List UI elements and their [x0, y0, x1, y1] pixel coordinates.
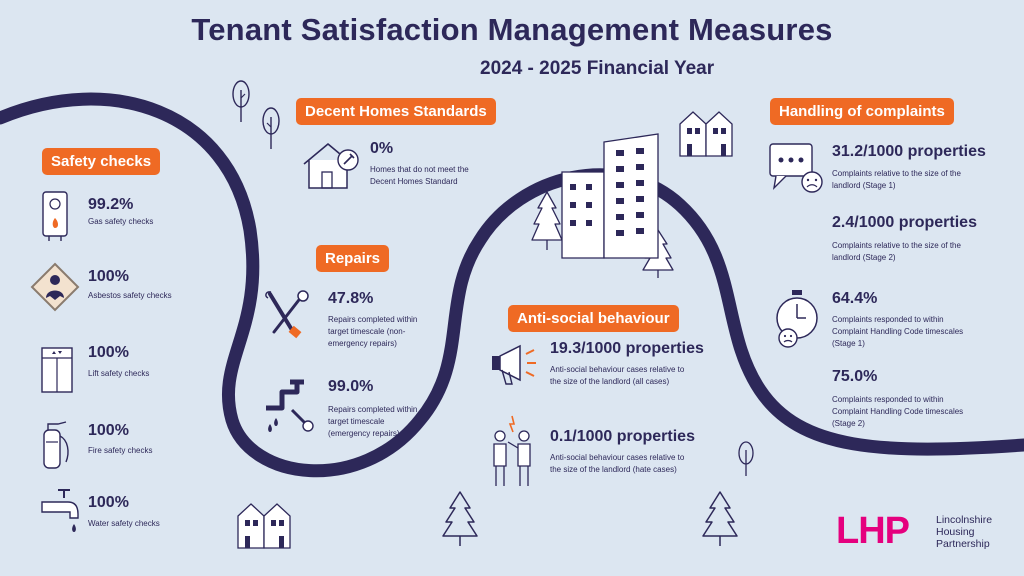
tower-block-icon [561, 133, 659, 259]
complaints-stage2-desc-2: landlord (Stage 2) [832, 253, 896, 262]
complaints-stage2-desc-1: Complaints relative to the size of the [832, 241, 961, 250]
boiler-icon [42, 191, 68, 241]
stopwatch-icon [776, 290, 818, 348]
logo-line-2: Housing [936, 526, 975, 538]
water-safety-value: 100% [88, 494, 129, 511]
complaints-stage2-value: 2.4/1000 properties [832, 214, 977, 231]
complaints-timescale-stage2-desc-2: Complaint Handling Code timescales [832, 407, 964, 416]
asbestos-safety-label: Asbestos safety checks [88, 291, 172, 300]
non-emergency-repairs-value: 47.8% [328, 290, 374, 307]
lift-safety-value: 100% [88, 344, 129, 361]
fire-safety-label: Fire safety checks [88, 446, 153, 455]
emergency-repairs-desc-2: target timescale [328, 417, 385, 426]
pine-tree-icon [442, 491, 478, 546]
houses-icon [237, 503, 291, 549]
decent-homes-value: 0% [370, 140, 394, 157]
gas-safety-label: Gas safety checks [88, 217, 154, 226]
emergency-repairs-desc-1: Repairs completed within [328, 405, 418, 414]
asb-hate-cases-desc-2: the size of the landlord (hate cases) [550, 465, 677, 474]
tree-icon [738, 441, 754, 476]
safety-checks-heading: Safety checks [42, 148, 161, 175]
complaints-stage1-value: 31.2/1000 properties [832, 143, 986, 160]
emergency-repairs-value: 99.0% [328, 378, 374, 395]
house-repair-icon [303, 143, 359, 189]
complaints-stage1-desc-2: landlord (Stage 1) [832, 181, 896, 190]
asbestos-safety-value: 100% [88, 268, 129, 285]
asb-hate-cases-desc-1: Anti-social behaviour cases relative to [550, 453, 685, 462]
fire-extinguisher-icon [43, 421, 69, 469]
asb-all-cases-value: 19.3/1000 properties [550, 340, 704, 357]
anti-social-behaviour-heading: Anti-social behaviour [508, 305, 679, 332]
logo-line-1: Lincolnshire [936, 514, 993, 526]
complaints-timescale-stage2-desc-3: (Stage 2) [832, 419, 865, 428]
emergency-repairs-desc-3: (emergency repairs) [328, 429, 400, 438]
hate-incident-icon [493, 415, 531, 486]
asb-all-cases-desc-1: Anti-social behaviour cases relative to [550, 365, 685, 374]
decent-homes-desc-2: Decent Homes Standard [370, 177, 458, 186]
complaints-stage1-desc-1: Complaints relative to the size of the [832, 169, 961, 178]
non-emergency-repairs-desc-2: target timescale (non- [328, 327, 406, 336]
tree-icon [232, 80, 250, 122]
complaints-timescale-stage1-desc-1: Complaints responded to within [832, 315, 944, 324]
megaphone-icon [492, 344, 536, 385]
tree-icon [262, 107, 280, 149]
complaints-timescale-stage1-desc-2: Complaint Handling Code timescales [832, 327, 964, 336]
complaint-chat-icon [769, 143, 823, 193]
tap-icon [41, 489, 79, 532]
complaints-timescale-stage1-value: 64.4% [832, 290, 878, 307]
non-emergency-repairs-desc-3: emergency repairs) [328, 339, 397, 348]
non-emergency-repairs-desc-1: Repairs completed within [328, 315, 418, 324]
asbestos-icon [30, 262, 80, 312]
tools-icon [265, 290, 309, 339]
complaints-timescale-stage1-desc-3: (Stage 1) [832, 339, 865, 348]
fire-safety-value: 100% [88, 422, 129, 439]
pine-tree-icon [702, 491, 738, 546]
page-subtitle: 2024 - 2025 Financial Year [480, 58, 715, 79]
complaints-timescale-stage2-desc-1: Complaints responded to within [832, 395, 944, 404]
logo-line-3: Partnership [936, 538, 990, 550]
lift-safety-label: Lift safety checks [88, 369, 150, 378]
handling-of-complaints-heading: Handling of complaints [770, 98, 954, 125]
water-safety-label: Water safety checks [88, 519, 160, 528]
decent-homes-desc-1: Homes that do not meet the [370, 165, 469, 174]
lift-icon [41, 347, 73, 393]
logo-text: Lincolnshire Housing Partnership [936, 514, 992, 550]
asb-all-cases-desc-2: the size of the landlord (all cases) [550, 377, 670, 386]
complaints-timescale-stage2-value: 75.0% [832, 368, 878, 385]
leaking-pipe-icon [266, 379, 314, 432]
pine-tree-icon [531, 191, 563, 250]
houses-icon [679, 111, 733, 157]
gas-safety-value: 99.2% [88, 196, 134, 213]
page-title: Tenant Satisfaction Management Measures [191, 12, 833, 47]
logo-mark: LHP [836, 510, 910, 552]
asb-hate-cases-value: 0.1/1000 properties [550, 428, 695, 445]
decent-homes-heading: Decent Homes Standards [296, 98, 496, 125]
repairs-heading: Repairs [316, 245, 390, 272]
